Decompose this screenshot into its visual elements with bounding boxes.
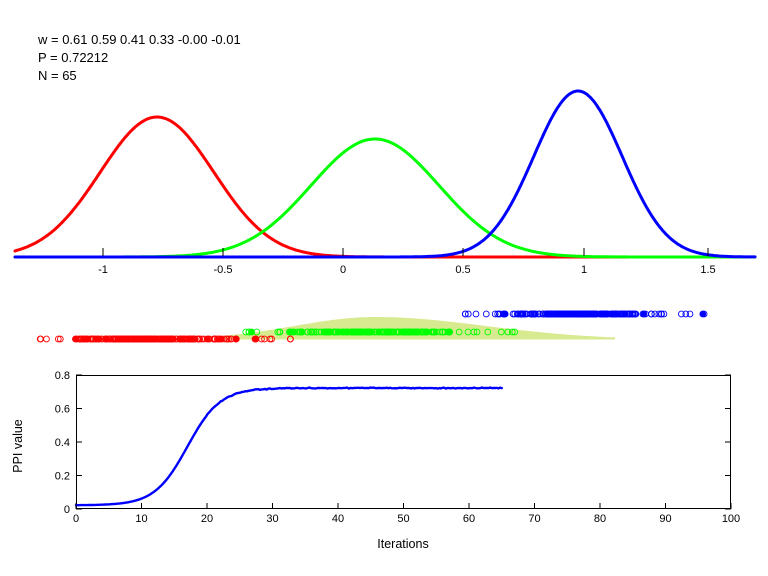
- svg-text:80: 80: [594, 513, 606, 525]
- svg-text:0: 0: [340, 264, 346, 276]
- svg-text:P = 0.72212: P = 0.72212: [38, 50, 108, 65]
- svg-text:100: 100: [722, 513, 740, 525]
- svg-text:90: 90: [659, 513, 671, 525]
- svg-text:1: 1: [581, 264, 587, 276]
- svg-text:0.5: 0.5: [455, 264, 470, 276]
- svg-text:40: 40: [332, 513, 344, 525]
- svg-text:N = 65: N = 65: [38, 68, 77, 83]
- svg-text:20: 20: [201, 513, 213, 525]
- svg-text:PPI value: PPI value: [11, 419, 25, 473]
- svg-text:w = 0.61 0.59 0.41 0.33: w = 0.61 0.59 0.41 0.33 -0.00 -0.01: [37, 32, 241, 47]
- svg-text:70: 70: [528, 513, 540, 525]
- svg-text:0: 0: [64, 504, 70, 516]
- svg-text:0: 0: [73, 513, 79, 525]
- svg-text:0.4: 0.4: [55, 437, 70, 449]
- svg-text:1.5: 1.5: [700, 264, 715, 276]
- svg-text:-1: -1: [98, 264, 108, 276]
- svg-text:-0.5: -0.5: [214, 264, 233, 276]
- svg-text:60: 60: [463, 513, 475, 525]
- svg-text:0.2: 0.2: [55, 471, 70, 483]
- svg-text:10: 10: [135, 513, 147, 525]
- svg-text:Iterations: Iterations: [377, 537, 428, 551]
- svg-text:50: 50: [397, 513, 409, 525]
- svg-text:30: 30: [266, 513, 278, 525]
- svg-text:0.8: 0.8: [55, 370, 70, 382]
- svg-text:0.6: 0.6: [55, 404, 70, 416]
